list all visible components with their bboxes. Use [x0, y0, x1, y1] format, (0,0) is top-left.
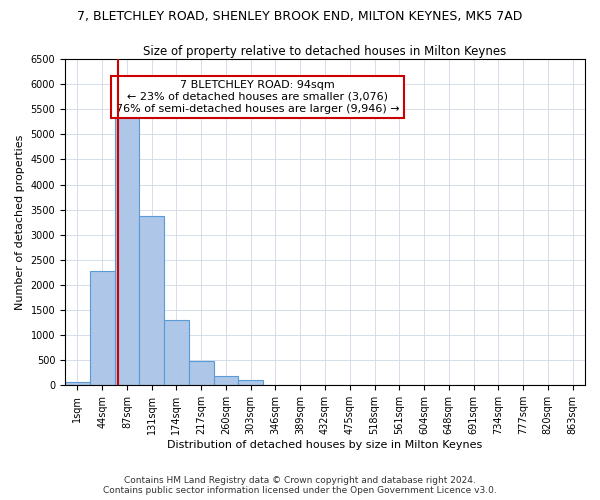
- Bar: [65, 382, 90, 385]
- Title: Size of property relative to detached houses in Milton Keynes: Size of property relative to detached ho…: [143, 45, 506, 58]
- Text: 7, BLETCHLEY ROAD, SHENLEY BROOK END, MILTON KEYNES, MK5 7AD: 7, BLETCHLEY ROAD, SHENLEY BROOK END, MI…: [77, 10, 523, 23]
- Y-axis label: Number of detached properties: Number of detached properties: [15, 134, 25, 310]
- Bar: [115, 111, 139, 385]
- Bar: [189, 361, 214, 385]
- Bar: [164, 320, 189, 385]
- Bar: [90, 271, 115, 385]
- Text: 7 BLETCHLEY ROAD: 94sqm
← 23% of detached houses are smaller (3,076)
76% of semi: 7 BLETCHLEY ROAD: 94sqm ← 23% of detache…: [116, 80, 399, 114]
- Bar: [139, 216, 164, 385]
- X-axis label: Distribution of detached houses by size in Milton Keynes: Distribution of detached houses by size …: [167, 440, 482, 450]
- Bar: [214, 376, 238, 385]
- Text: Contains HM Land Registry data © Crown copyright and database right 2024.
Contai: Contains HM Land Registry data © Crown c…: [103, 476, 497, 495]
- Bar: [238, 380, 263, 385]
